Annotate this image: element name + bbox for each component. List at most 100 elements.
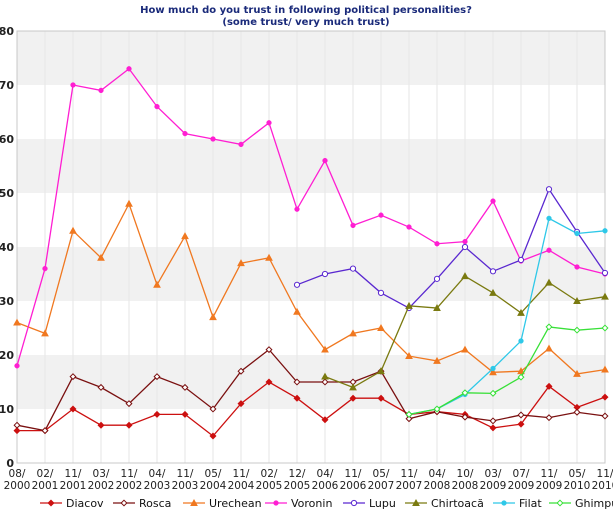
- data-point: [237, 259, 245, 267]
- data-point: [405, 410, 413, 418]
- data-point: [293, 281, 301, 288]
- legend-item: Chirtoacă: [405, 497, 484, 510]
- series-line: [16, 202, 606, 375]
- data-point: [181, 232, 189, 240]
- legend-item: Lupu: [343, 497, 396, 510]
- data-point: [265, 346, 273, 354]
- data-point: [120, 499, 128, 507]
- data-point: [574, 264, 580, 270]
- data-point: [153, 373, 161, 381]
- data-point: [377, 394, 385, 402]
- data-point: [237, 367, 245, 375]
- series-chirtoac-: [321, 272, 609, 391]
- series-rosca: [13, 346, 609, 435]
- data-point: [321, 416, 329, 424]
- data-point: [293, 378, 301, 386]
- data-point: [13, 427, 21, 435]
- data-point: [601, 324, 609, 332]
- data-point: [405, 301, 413, 309]
- plot-area: [16, 30, 606, 464]
- plot-band: [17, 31, 605, 85]
- series-voronin: [14, 66, 608, 369]
- x-tick-label: 10/: [457, 468, 474, 480]
- data-point: [573, 296, 581, 304]
- y-tick-label: 10: [0, 403, 14, 416]
- y-tick-label: 20: [0, 349, 14, 362]
- data-point: [377, 323, 385, 331]
- series-line: [408, 326, 606, 416]
- data-point: [462, 238, 468, 245]
- plot-border: [16, 30, 606, 464]
- x-tick-label: 11/: [233, 468, 250, 480]
- legend: Diacov Rosca Urechean Voronin Lupu Chirtoacă F…: [40, 497, 613, 510]
- x-tick-label: 05/: [205, 468, 222, 480]
- data-point: [433, 405, 441, 413]
- data-point: [182, 130, 188, 137]
- x-tick-label: 02/: [261, 468, 278, 480]
- data-point: [41, 329, 49, 337]
- data-point: [461, 243, 469, 251]
- series-diacov: [13, 378, 609, 440]
- data-point: [47, 499, 55, 507]
- series-line: [16, 67, 606, 366]
- data-point: [501, 500, 507, 506]
- y-tick-label: 70: [0, 79, 14, 92]
- data-point: [349, 383, 357, 391]
- data-point: [69, 405, 77, 413]
- data-point: [412, 498, 420, 506]
- series-urechean: [13, 199, 609, 377]
- series-ghimpu: [405, 323, 609, 418]
- legend-label: Ghimpu: [575, 497, 613, 510]
- data-point: [349, 329, 357, 337]
- data-point: [97, 383, 105, 391]
- data-point: [546, 247, 552, 253]
- x-tick-label: 11/: [121, 468, 138, 480]
- series-line: [17, 381, 606, 437]
- data-point: [545, 323, 553, 331]
- data-point: [489, 268, 497, 275]
- x-axis: 08/200002/200111/200103/200211/200204/20…: [4, 468, 613, 492]
- data-point: [517, 308, 525, 316]
- series-line: [16, 348, 606, 432]
- x-tick-label: 2006: [340, 480, 367, 492]
- x-tick-label: 2001: [60, 480, 87, 492]
- legend-label: Diacov: [66, 497, 104, 510]
- data-point: [42, 265, 48, 272]
- plot-band: [17, 409, 605, 463]
- data-point: [461, 272, 469, 280]
- plot-band: [17, 85, 605, 139]
- x-tick-label: 2010: [564, 480, 591, 492]
- legend-item: Ghimpu: [549, 497, 613, 510]
- x-tick-label: 11/: [597, 468, 613, 480]
- legend-item: Rosca: [113, 497, 171, 510]
- x-tick-label: 05/: [569, 468, 586, 480]
- data-point: [405, 415, 413, 423]
- data-point: [461, 413, 469, 421]
- data-point: [181, 383, 189, 391]
- data-point: [13, 421, 21, 429]
- data-point: [377, 367, 385, 375]
- data-point: [190, 498, 198, 506]
- data-point: [545, 414, 553, 422]
- data-point: [517, 373, 525, 381]
- data-point: [573, 369, 581, 377]
- plot-band: [17, 193, 605, 247]
- x-tick-label: 2005: [284, 480, 311, 492]
- legend-item: Voronin: [265, 497, 332, 510]
- data-point: [406, 224, 412, 230]
- data-point: [518, 338, 524, 344]
- legend-item: Filat: [493, 497, 542, 510]
- data-point: [601, 412, 609, 420]
- data-point: [238, 141, 244, 148]
- data-point: [69, 373, 77, 381]
- data-point: [601, 365, 609, 373]
- x-tick-label: 08/: [9, 468, 26, 480]
- y-tick-label: 80: [0, 25, 14, 38]
- data-point: [489, 288, 497, 296]
- data-point: [125, 400, 133, 408]
- x-tick-label: 11/: [541, 468, 558, 480]
- data-point: [556, 499, 564, 507]
- legend-label: Rosca: [139, 497, 171, 510]
- x-tick-label: 11/: [401, 468, 418, 480]
- data-point: [13, 318, 21, 326]
